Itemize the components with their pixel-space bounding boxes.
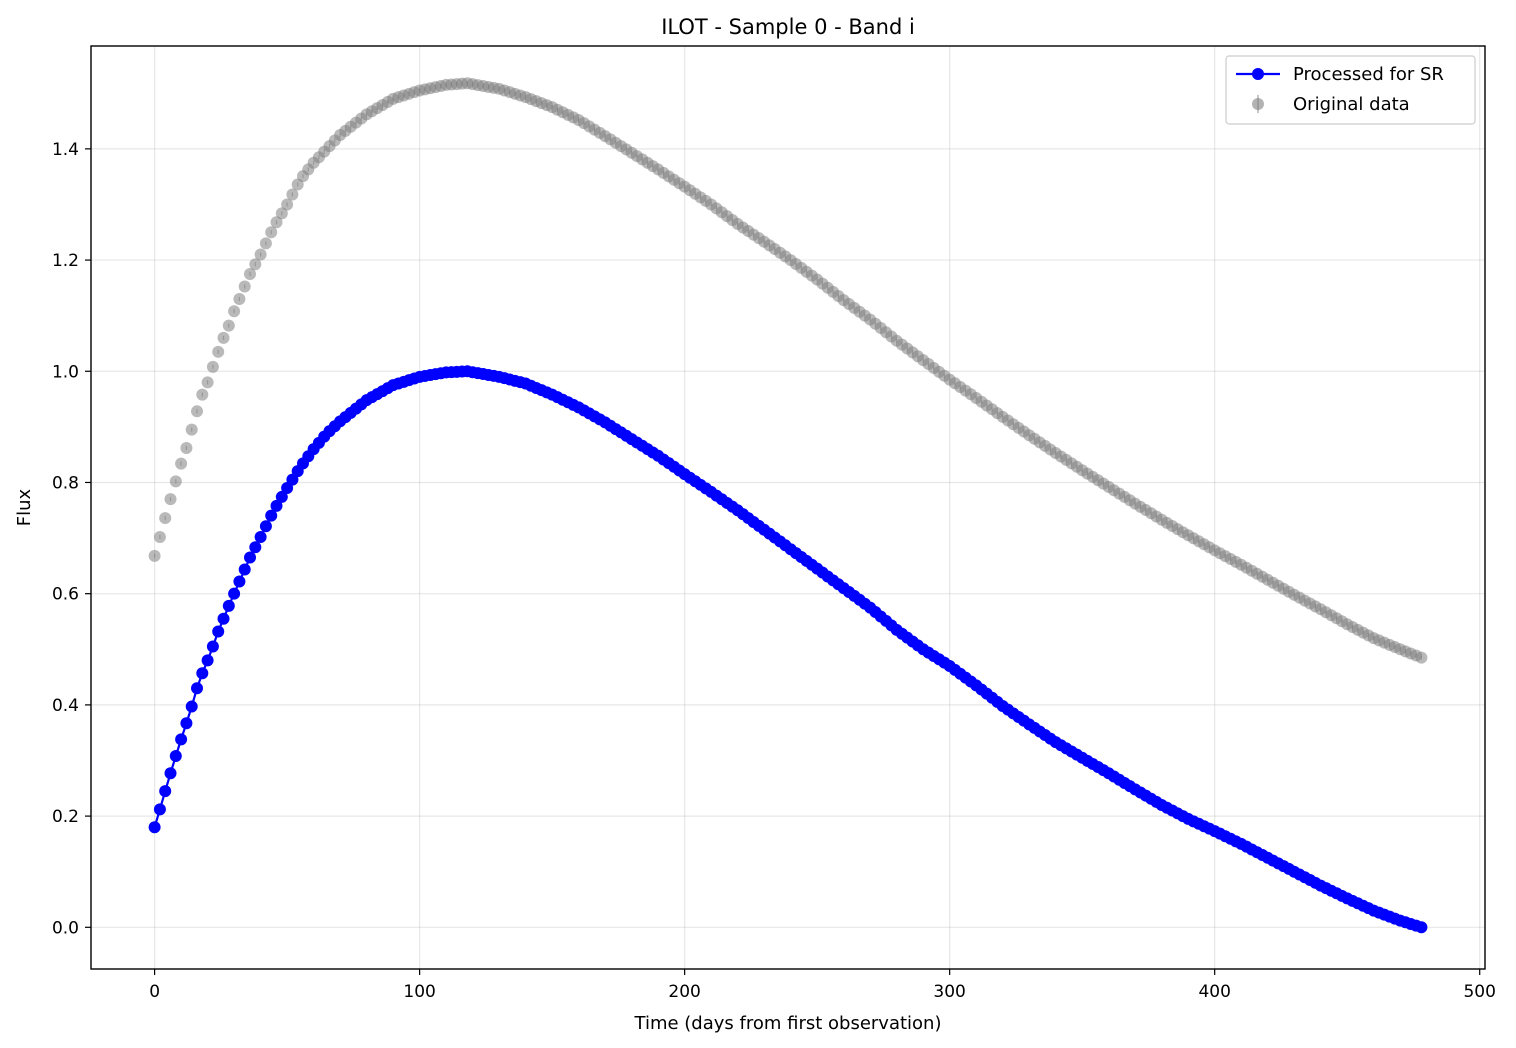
original-data-point (233, 292, 246, 305)
processed-data-point (185, 700, 198, 713)
y-tick-label: 0.0 (52, 918, 79, 938)
original-data-point (265, 226, 278, 239)
legend-box (1225, 55, 1476, 125)
x-axis-label: Time (days from first observation) (634, 1013, 942, 1034)
processed-data-point (191, 682, 204, 695)
legend-original-label: Original data (1293, 94, 1410, 115)
x-tick-label: 0 (149, 982, 160, 1002)
y-axis-ticks: 0.0 0.2 0.4 0.6 0.8 1.0 1.2 1.4 (52, 140, 91, 938)
processed-data-point (270, 499, 283, 512)
x-tick-label: 500 (1463, 982, 1495, 1002)
original-data-point (259, 237, 272, 250)
x-tick-label: 400 (1198, 982, 1230, 1002)
original-data-point (238, 280, 251, 293)
original-data-point (275, 207, 288, 220)
series-processed-for-sr (148, 365, 1428, 934)
legend: Processed for SR Original data (1225, 55, 1476, 125)
y-tick-label: 1.2 (52, 251, 79, 271)
processed-data-point (1415, 921, 1428, 934)
processed-data-point (175, 733, 188, 746)
original-data-point (249, 258, 262, 271)
y-tick-label: 0.6 (52, 585, 79, 605)
original-data-point (201, 376, 214, 389)
processed-data-point (249, 541, 262, 554)
original-data-point (191, 405, 204, 418)
original-data-point (206, 360, 219, 373)
x-tick-label: 300 (933, 982, 965, 1002)
processed-data-point (259, 520, 272, 533)
processed-data-point (201, 654, 214, 667)
original-data-point (217, 331, 230, 344)
processed-data-point (275, 490, 288, 503)
original-data-point (222, 319, 235, 332)
original-data-point (159, 512, 172, 525)
processed-data-point (238, 563, 251, 576)
original-data-point (169, 475, 182, 488)
original-data-point (1415, 651, 1428, 664)
original-data-point (244, 267, 257, 280)
legend-processed-marker (1252, 68, 1264, 80)
original-data-point (148, 549, 161, 562)
original-data-point (270, 216, 283, 229)
legend-entry-processed: Processed for SR (1236, 64, 1444, 85)
processed-data-point (159, 785, 172, 798)
legend-processed-label: Processed for SR (1293, 64, 1444, 85)
legend-original-marker (1252, 98, 1264, 110)
processed-data-point (265, 509, 278, 522)
original-data-point (175, 457, 188, 470)
y-tick-label: 1.0 (52, 362, 79, 382)
grid-lines (91, 46, 1485, 969)
original-data-point (212, 345, 225, 358)
chart-title: ILOT - Sample 0 - Band i (661, 15, 915, 39)
processed-data-point (233, 575, 246, 588)
processed-data-point (222, 599, 235, 612)
y-axis-label: Flux (14, 488, 35, 526)
processed-data-point (153, 803, 166, 816)
original-data-point (164, 493, 177, 506)
processed-data-point (169, 750, 182, 763)
processed-data-point (180, 717, 193, 730)
plot-frame (90, 45, 1486, 970)
legend-entry-original: Original data (1252, 94, 1410, 115)
processed-data-point (148, 821, 161, 834)
processed-data-point (196, 667, 209, 680)
x-tick-label: 200 (668, 982, 700, 1002)
original-data-point (196, 388, 209, 401)
original-data-point (286, 188, 299, 201)
y-tick-label: 0.8 (52, 473, 79, 493)
original-data-point (153, 530, 166, 543)
processed-data-point (212, 625, 225, 638)
original-data-point (281, 198, 294, 211)
y-tick-label: 0.4 (52, 696, 79, 716)
original-data-point (185, 423, 198, 436)
processed-data-point (206, 640, 219, 653)
series-original-data (148, 77, 1428, 664)
x-tick-label: 100 (403, 982, 435, 1002)
processed-data-point (228, 587, 241, 600)
x-axis-ticks: 0 100 200 300 400 500 (149, 969, 1496, 1002)
processed-data-point (217, 612, 230, 625)
original-data-point (254, 248, 267, 261)
processed-data-point (164, 767, 177, 780)
y-tick-label: 1.4 (52, 140, 79, 160)
y-tick-label: 0.2 (52, 807, 79, 827)
processed-data-point (254, 530, 267, 543)
processed-data-point (244, 551, 257, 564)
original-data-point (180, 442, 193, 455)
original-data-point (228, 305, 241, 318)
